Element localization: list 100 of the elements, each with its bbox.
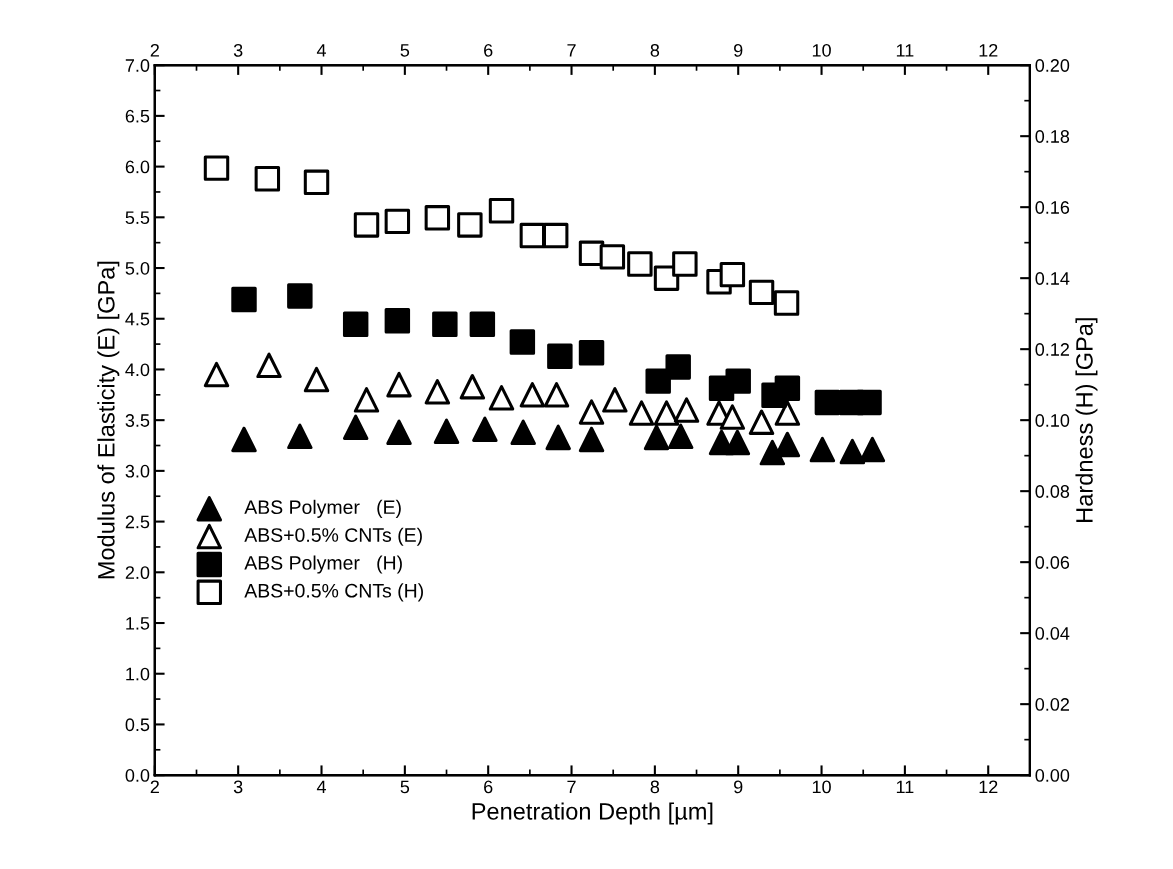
x-tick-label: 11 — [896, 780, 914, 794]
point — [748, 279, 775, 306]
y-tick-label: 0.5 — [125, 718, 150, 732]
legend-label: ABS Polymer (E) — [244, 499, 401, 518]
point — [303, 169, 330, 196]
point — [545, 424, 571, 451]
x-tick-label: 3 — [233, 780, 243, 794]
point — [457, 212, 483, 238]
point — [719, 261, 746, 288]
point — [342, 311, 369, 338]
point — [809, 436, 836, 463]
point — [256, 352, 282, 379]
point — [472, 416, 498, 443]
point — [342, 414, 369, 440]
point — [748, 409, 775, 435]
x-tick-label: 6 — [484, 780, 493, 794]
point — [203, 155, 230, 181]
point — [254, 166, 281, 192]
x2-tick-label: 9 — [734, 43, 743, 57]
y-tick-label: 4.0 — [125, 363, 150, 377]
point — [653, 400, 680, 426]
y-tick-label: 3.5 — [125, 414, 150, 427]
point — [724, 429, 751, 456]
point — [231, 286, 257, 313]
point — [432, 311, 458, 338]
legend-label: ABS Polymer (H) — [244, 555, 402, 574]
point — [578, 339, 605, 366]
x-tick-label: 7 — [567, 780, 576, 794]
x2-tick-label: 11 — [896, 44, 914, 57]
point — [602, 387, 628, 413]
point — [203, 361, 230, 388]
x2-tick-label: 8 — [650, 43, 660, 57]
y2-tick-label: 0.12 — [1035, 343, 1069, 356]
point — [384, 208, 411, 235]
legend-label: ABS+0.5% CNTs (E) — [244, 527, 422, 546]
point — [353, 387, 380, 413]
point — [725, 368, 751, 394]
y-tick-label: 5.5 — [125, 211, 150, 225]
x2-tick-label: 5 — [400, 44, 410, 57]
y-tick-label: 6.0 — [125, 160, 150, 174]
y-tick-label: 1.5 — [126, 617, 150, 630]
point — [814, 389, 841, 416]
y2-tick-label: 0.08 — [1035, 485, 1070, 498]
point — [627, 251, 653, 277]
point — [509, 329, 536, 355]
x2-tick-label: 12 — [979, 43, 998, 57]
point — [774, 375, 801, 401]
x-tick-label: 10 — [812, 780, 831, 794]
y2-tick-label: 0.16 — [1035, 201, 1070, 214]
point — [628, 400, 655, 426]
point — [384, 308, 411, 334]
point — [839, 438, 866, 465]
point — [519, 382, 546, 408]
y2-tick-label: 0.00 — [1035, 769, 1070, 782]
y2-tick-label: 0.02 — [1035, 698, 1069, 711]
point — [469, 311, 496, 338]
y-tick-label: 6.5 — [125, 109, 150, 123]
point — [673, 397, 700, 423]
y-tick-label: 2.0 — [125, 566, 150, 580]
point — [303, 366, 330, 393]
point — [386, 371, 412, 398]
point — [578, 399, 605, 425]
x-axis-title: Penetration Depth [µm] — [472, 802, 713, 825]
point — [856, 389, 882, 416]
y2-tick-label: 0.06 — [1035, 556, 1070, 569]
y-tick-label: 2.5 — [125, 515, 150, 529]
y-tick-label: 1.0 — [126, 667, 150, 681]
x2-tick-label: 10 — [812, 43, 831, 57]
x-tick-label: 12 — [979, 780, 998, 794]
point — [287, 423, 313, 450]
y-tick-label: 0.0 — [125, 769, 150, 782]
point — [459, 373, 486, 400]
y2-tick-label: 0.14 — [1035, 272, 1070, 285]
x2-tick-label: 4 — [316, 44, 327, 57]
y-tick-label: 7.0 — [125, 59, 150, 72]
y2-tick-label: 0.10 — [1035, 414, 1070, 427]
y-tick-label: 3.0 — [125, 464, 150, 478]
point — [543, 382, 570, 408]
x2-tick-label: 3 — [233, 43, 243, 57]
point — [665, 354, 691, 380]
y-tick-label: 5.0 — [125, 261, 150, 275]
point — [287, 283, 313, 309]
point — [643, 424, 670, 451]
point — [859, 436, 886, 463]
point — [353, 212, 380, 238]
point — [424, 379, 451, 405]
point — [542, 222, 569, 249]
y-tick-label: 4.5 — [125, 312, 150, 326]
point — [488, 197, 515, 224]
y-axis-title: Modulus of Elasticity (E) [GPa] — [97, 261, 120, 579]
point — [672, 251, 698, 277]
y2-tick-label: 0.04 — [1035, 627, 1070, 640]
point — [759, 439, 786, 466]
point — [231, 426, 257, 453]
point — [774, 400, 801, 426]
point — [510, 419, 536, 446]
point — [719, 404, 746, 430]
x-tick-label: 2 — [150, 780, 159, 794]
point — [578, 426, 605, 453]
y2-tick-label: 0.18 — [1035, 130, 1070, 143]
